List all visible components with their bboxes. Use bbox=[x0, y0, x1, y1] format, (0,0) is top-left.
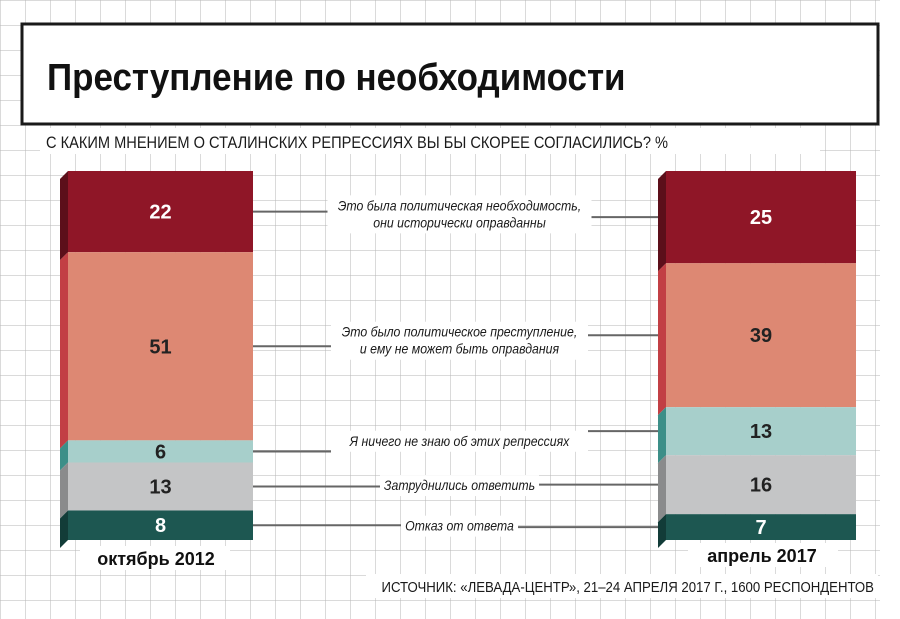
value-label-1-3: 16 bbox=[750, 475, 772, 497]
series-label-4-line-0: Отказ от ответа bbox=[405, 518, 514, 534]
bars: 22 51 6 13 8 25 39 13 16 7 bbox=[60, 171, 856, 548]
series-label-bg-2 bbox=[331, 430, 588, 452]
bar-side-0-2 bbox=[60, 440, 68, 471]
bar-side-1-1 bbox=[658, 263, 666, 416]
bar-segment-0-0 bbox=[68, 171, 253, 253]
series-labels: Это была политическая необходимость,они … bbox=[327, 195, 592, 537]
series-label-bg-4 bbox=[401, 515, 518, 537]
bar-segment-0-2 bbox=[68, 440, 253, 463]
category-label-bg-0 bbox=[80, 546, 230, 570]
value-label-1-1: 39 bbox=[750, 325, 772, 347]
bar-segment-0-1 bbox=[68, 252, 253, 441]
series-label-1-line-0: Это было политическое преступление, bbox=[342, 324, 578, 340]
series-label-0-line-1: они исторически оправданны bbox=[373, 215, 546, 231]
value-label-1-4: 7 bbox=[755, 517, 766, 539]
right-margin bbox=[880, 0, 900, 619]
series-label-bg-0 bbox=[327, 195, 592, 234]
series-label-1-line-1: и ему не может быть оправдания bbox=[360, 341, 559, 357]
title-box bbox=[20, 22, 880, 126]
chart-subtitle: С КАКИМ МНЕНИЕМ О СТАЛИНСКИХ РЕПРЕССИЯХ … bbox=[46, 134, 668, 152]
series-label-bg-1 bbox=[331, 321, 588, 360]
source-bg bbox=[366, 574, 878, 598]
bar-segment-0-3 bbox=[68, 462, 253, 511]
bar-side-1-4 bbox=[658, 514, 666, 548]
value-label-1-2: 13 bbox=[750, 421, 772, 443]
value-label-0-3: 13 bbox=[149, 476, 171, 498]
series-label-0-line-0: Это была политическая необходимость, bbox=[338, 198, 581, 214]
bar-side-0-1 bbox=[60, 252, 68, 449]
chart-title: Преступление по необходимости bbox=[47, 56, 626, 99]
bar-side-0-0 bbox=[60, 171, 68, 261]
category-label-0: октябрь 2012 bbox=[97, 549, 215, 569]
bar-segment-0-4 bbox=[68, 510, 253, 540]
bar-segment-1-3 bbox=[666, 455, 856, 515]
category-label-bg-1 bbox=[688, 543, 838, 567]
bar-side-1-0 bbox=[658, 171, 666, 272]
subtitle-strip bbox=[40, 128, 820, 154]
value-label-0-4: 8 bbox=[155, 515, 166, 537]
bar-side-0-4 bbox=[60, 510, 68, 548]
bar-segment-1-1 bbox=[666, 263, 856, 408]
connector-lines bbox=[253, 210, 666, 529]
bar-side-1-2 bbox=[658, 407, 666, 464]
bar-segment-1-0 bbox=[666, 171, 856, 264]
bar-segment-1-2 bbox=[666, 407, 856, 456]
value-label-0-2: 6 bbox=[155, 441, 166, 463]
bar-side-0-3 bbox=[60, 462, 68, 519]
value-label-0-0: 22 bbox=[149, 202, 171, 224]
source-note: ИСТОЧНИК: «ЛЕВАДА-ЦЕНТР», 21–24 АПРЕЛЯ 2… bbox=[381, 578, 874, 595]
series-label-3-line-0: Затруднились ответить bbox=[384, 477, 535, 493]
series-label-bg-3 bbox=[380, 475, 539, 497]
value-label-1-0: 25 bbox=[750, 207, 772, 229]
bar-side-1-3 bbox=[658, 455, 666, 523]
bar-segment-1-4 bbox=[666, 514, 856, 540]
category-label-1: апрель 2017 bbox=[707, 546, 816, 566]
series-label-2-line-0: Я ничего не знаю об этих репрессиях bbox=[349, 433, 570, 449]
value-label-0-1: 51 bbox=[149, 336, 171, 358]
